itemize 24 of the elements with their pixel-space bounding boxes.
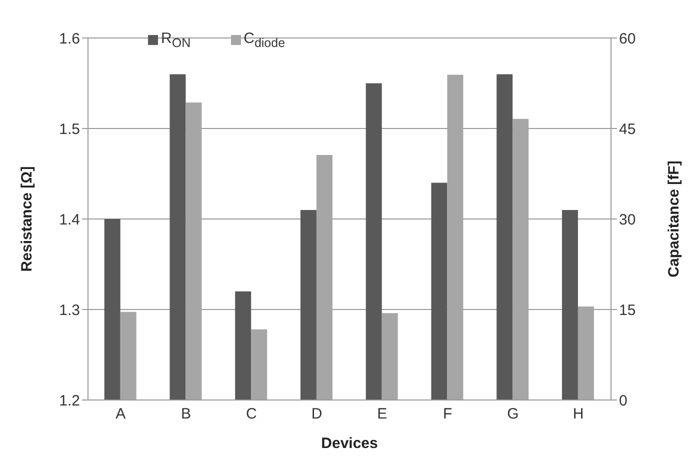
x-axis-title: Devices [321, 435, 378, 452]
x-tick-label: F [442, 406, 452, 423]
x-tick-label: D [311, 406, 322, 423]
y2-tick-label: 30 [619, 211, 636, 228]
y2-tick-label: 60 [619, 30, 636, 48]
x-tick-label: E [377, 406, 388, 423]
x-tick-label: B [181, 406, 192, 423]
bar [382, 313, 398, 400]
legend-label: C$_{diode}$ [244, 30, 286, 50]
x-tick-label: C [246, 406, 258, 423]
y2-tick-label: 15 [619, 302, 636, 319]
y2-axis-title: Capacitance [fF] [665, 160, 682, 278]
x-tick-label: G [507, 406, 519, 423]
x-tick-label: A [116, 406, 126, 423]
y-axis-title: Resistance [Ω] [18, 166, 36, 272]
y-tick-label: 1.6 [59, 30, 80, 48]
y2-tick-label: 0 [619, 392, 628, 410]
y-tick-label: 1.2 [59, 392, 80, 410]
y-tick-label: 1.3 [59, 302, 80, 319]
legend-label: R$_{ON}$ [161, 30, 191, 50]
x-tick-label: H [572, 406, 584, 423]
y-tick-label: 1.4 [59, 211, 80, 228]
y-tick-label: 1.5 [59, 120, 80, 138]
y2-tick-label: 45 [619, 120, 636, 138]
